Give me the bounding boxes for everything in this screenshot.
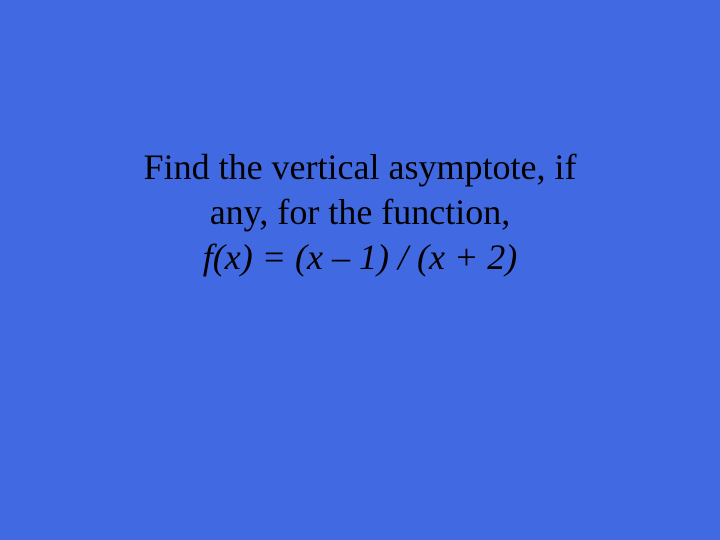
prompt-line-1: Find the vertical asymptote, if: [144, 145, 577, 190]
slide-container: Find the vertical asymptote, if any, for…: [0, 0, 720, 540]
formula-line: f(x) = (x – 1) / (x + 2): [144, 235, 577, 280]
prompt-line-2: any, for the function,: [144, 190, 577, 235]
slide-text: Find the vertical asymptote, if any, for…: [144, 145, 577, 280]
